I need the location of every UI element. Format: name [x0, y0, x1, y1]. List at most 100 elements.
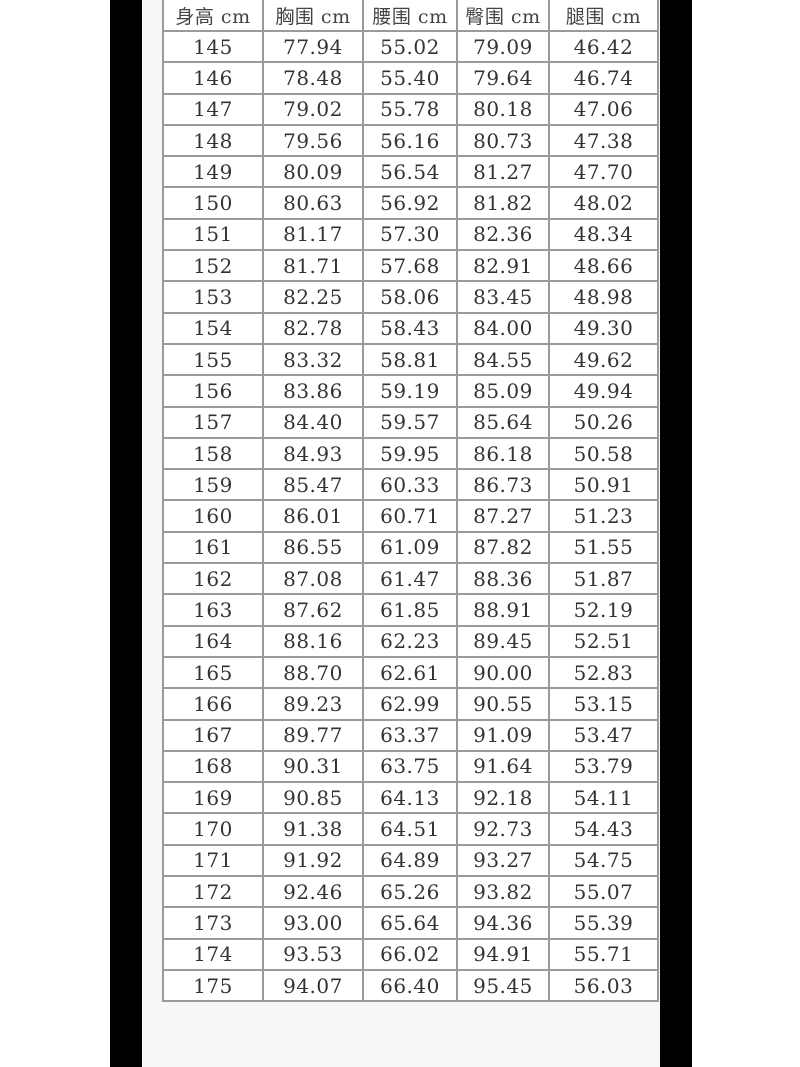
table-row: 162 87.08 61.47 88.36 51.87 — [162, 562, 659, 596]
body-measurement-table: 身高 cm 胸围 cm 腰围 cm 臀围 cm 腿围 cm 145 77.94 55.02 7… — [162, 0, 659, 1003]
table-row: 145 77.94 55.02 79.09 46.42 — [162, 29, 659, 64]
table-cell: 163 — [162, 593, 264, 627]
table-cell: 58.43 — [362, 311, 458, 345]
table-cell: 82.36 — [456, 217, 550, 252]
table-cell: 91.38 — [262, 812, 364, 846]
table-cell: 170 — [162, 812, 264, 846]
table-row: 163 87.62 61.85 88.91 52.19 — [162, 593, 659, 627]
table-cell: 149 — [162, 155, 264, 189]
table-row: 152 81.71 57.68 82.91 48.66 — [162, 249, 659, 283]
table-cell: 155 — [162, 342, 264, 377]
table-cell: 88.91 — [456, 593, 550, 627]
table-row: 166 89.23 62.99 90.55 53.15 — [162, 687, 659, 721]
table-row: 174 93.53 66.02 94.91 55.71 — [162, 937, 659, 971]
table-cell: 58.06 — [362, 280, 458, 314]
table-cell: 81.82 — [456, 186, 550, 220]
table-cell: 56.92 — [362, 186, 458, 220]
table-row: 159 85.47 60.33 86.73 50.91 — [162, 468, 659, 502]
table-cell: 46.42 — [548, 29, 659, 64]
table-cell: 52.51 — [548, 624, 659, 658]
table-cell: 65.26 — [362, 875, 458, 909]
table-row: 175 94.07 66.40 95.45 56.03 — [162, 968, 659, 1003]
table-cell: 47.38 — [548, 123, 659, 158]
right-black-border — [660, 0, 692, 1067]
table-cell: 51.55 — [548, 530, 659, 565]
table-cell: 81.27 — [456, 155, 550, 189]
table-cell: 84.40 — [262, 405, 364, 439]
table-cell: 82.91 — [456, 249, 550, 283]
table-cell: 146 — [162, 61, 264, 95]
table-cell: 50.26 — [548, 405, 659, 439]
table-row: 160 86.01 60.71 87.27 51.23 — [162, 499, 659, 533]
table-cell: 64.51 — [362, 812, 458, 846]
table-cell: 168 — [162, 749, 264, 784]
table-cell: 161 — [162, 530, 264, 565]
table-cell: 55.71 — [548, 937, 659, 971]
table-cell: 48.34 — [548, 217, 659, 252]
table-row: 172 92.46 65.26 93.82 55.07 — [162, 875, 659, 909]
table-cell: 48.98 — [548, 280, 659, 314]
column-header: 腰围 cm — [362, 0, 458, 32]
table-cell: 86.01 — [262, 499, 364, 533]
table-cell: 145 — [162, 29, 264, 64]
table-cell: 83.86 — [262, 374, 364, 408]
table-cell: 89.45 — [456, 624, 550, 658]
table-cell: 174 — [162, 937, 264, 971]
table-row: 157 84.40 59.57 85.64 50.26 — [162, 405, 659, 439]
table-cell: 61.85 — [362, 593, 458, 627]
table-cell: 63.75 — [362, 749, 458, 784]
table-cell: 158 — [162, 436, 264, 471]
table-cell: 48.02 — [548, 186, 659, 220]
table-cell: 81.17 — [262, 217, 364, 252]
table-cell: 56.16 — [362, 123, 458, 158]
table-cell: 55.39 — [548, 906, 659, 940]
table-row: 165 88.70 62.61 90.00 52.83 — [162, 655, 659, 690]
table-cell: 59.19 — [362, 374, 458, 408]
table-cell: 94.36 — [456, 906, 550, 940]
table-row: 171 91.92 64.89 93.27 54.75 — [162, 843, 659, 878]
table-cell: 93.53 — [262, 937, 364, 971]
table-cell: 80.63 — [262, 186, 364, 220]
table-cell: 87.08 — [262, 562, 364, 596]
table-cell: 169 — [162, 781, 264, 815]
table-cell: 175 — [162, 968, 264, 1003]
table-cell: 172 — [162, 875, 264, 909]
table-cell: 48.66 — [548, 249, 659, 283]
table-row: 154 82.78 58.43 84.00 49.30 — [162, 311, 659, 345]
table-cell: 93.82 — [456, 875, 550, 909]
column-header: 胸围 cm — [262, 0, 364, 32]
table-cell: 78.48 — [262, 61, 364, 95]
table-cell: 66.40 — [362, 968, 458, 1003]
table-cell: 55.40 — [362, 61, 458, 95]
table-cell: 54.43 — [548, 812, 659, 846]
table-cell: 89.23 — [262, 687, 364, 721]
table-cell: 92.46 — [262, 875, 364, 909]
table-cell: 55.78 — [362, 92, 458, 126]
table-cell: 151 — [162, 217, 264, 252]
table-cell: 54.75 — [548, 843, 659, 878]
table-cell: 64.89 — [362, 843, 458, 878]
table-cell: 65.64 — [362, 906, 458, 940]
left-black-border — [110, 0, 142, 1067]
table-cell: 60.33 — [362, 468, 458, 502]
table-cell: 79.56 — [262, 123, 364, 158]
table-cell: 86.55 — [262, 530, 364, 565]
table-cell: 51.87 — [548, 562, 659, 596]
table-cell: 62.99 — [362, 687, 458, 721]
table-cell: 88.70 — [262, 655, 364, 690]
table-cell: 60.71 — [362, 499, 458, 533]
table-cell: 55.02 — [362, 29, 458, 64]
table-cell: 49.62 — [548, 342, 659, 377]
table-row: 151 81.17 57.30 82.36 48.34 — [162, 217, 659, 252]
table-cell: 91.64 — [456, 749, 550, 784]
table-cell: 79.02 — [262, 92, 364, 126]
table-cell: 95.45 — [456, 968, 550, 1003]
table-cell: 62.61 — [362, 655, 458, 690]
table-row: 153 82.25 58.06 83.45 48.98 — [162, 280, 659, 314]
table-cell: 153 — [162, 280, 264, 314]
table-cell: 79.09 — [456, 29, 550, 64]
table-cell: 87.62 — [262, 593, 364, 627]
table-cell: 90.85 — [262, 781, 364, 815]
table-cell: 91.92 — [262, 843, 364, 878]
table-cell: 52.83 — [548, 655, 659, 690]
